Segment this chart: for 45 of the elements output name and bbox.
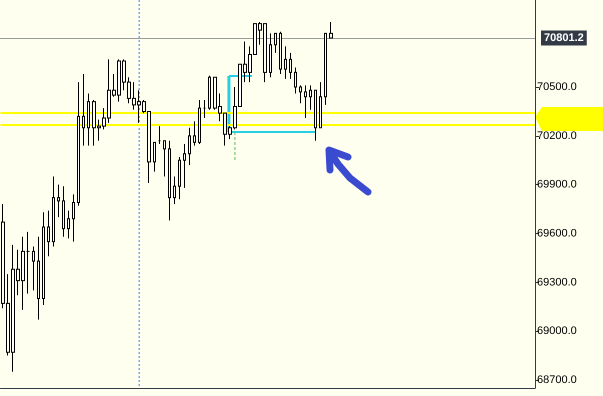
candlestick <box>32 246 35 291</box>
candlestick <box>193 120 196 146</box>
y-tick-label: 69000.0 <box>537 325 577 338</box>
y-tick-label: 69600.0 <box>537 227 577 240</box>
candlestick <box>319 82 322 128</box>
y-tick-label: 69900.0 <box>537 178 577 191</box>
candlestick <box>208 75 211 110</box>
candlestick <box>188 127 191 166</box>
candlestick <box>299 84 302 104</box>
candlestick <box>274 32 277 54</box>
y-tick-label: 68700.0 <box>537 374 577 386</box>
candlestick <box>62 186 65 238</box>
candlestick <box>269 32 272 78</box>
candlestick <box>294 67 297 94</box>
candlestick <box>198 100 201 144</box>
candlestick <box>173 176 176 205</box>
candlestick <box>203 100 206 118</box>
candlestick <box>87 93 90 146</box>
candlestick <box>309 84 312 110</box>
candlestick <box>42 212 45 306</box>
candlestick <box>163 140 166 178</box>
ref-line-label: 70801.2 <box>544 32 584 44</box>
candlestick <box>158 126 161 144</box>
candlestick <box>284 46 287 80</box>
candlestick <box>183 143 186 188</box>
candlestick <box>57 184 60 218</box>
candlestick <box>67 210 70 239</box>
candlestick <box>82 74 85 146</box>
candlestick <box>314 90 317 142</box>
candlestick <box>279 31 282 75</box>
y-tick-label: 70200.0 <box>537 130 577 142</box>
candlestick <box>153 142 156 172</box>
candlestick <box>47 210 50 257</box>
candlestick <box>329 21 333 39</box>
y-tick-label: 70500.0 <box>537 81 577 94</box>
candlestick <box>52 176 55 247</box>
candlestick <box>324 32 327 106</box>
candlestick <box>178 156 181 200</box>
candlestick <box>72 194 75 242</box>
candlestick <box>168 140 171 221</box>
y-tick-label: 69300.0 <box>537 276 577 288</box>
candlestick <box>289 52 292 80</box>
candlestick <box>304 84 307 118</box>
candlestick <box>37 236 40 320</box>
candlestick <box>77 82 80 206</box>
